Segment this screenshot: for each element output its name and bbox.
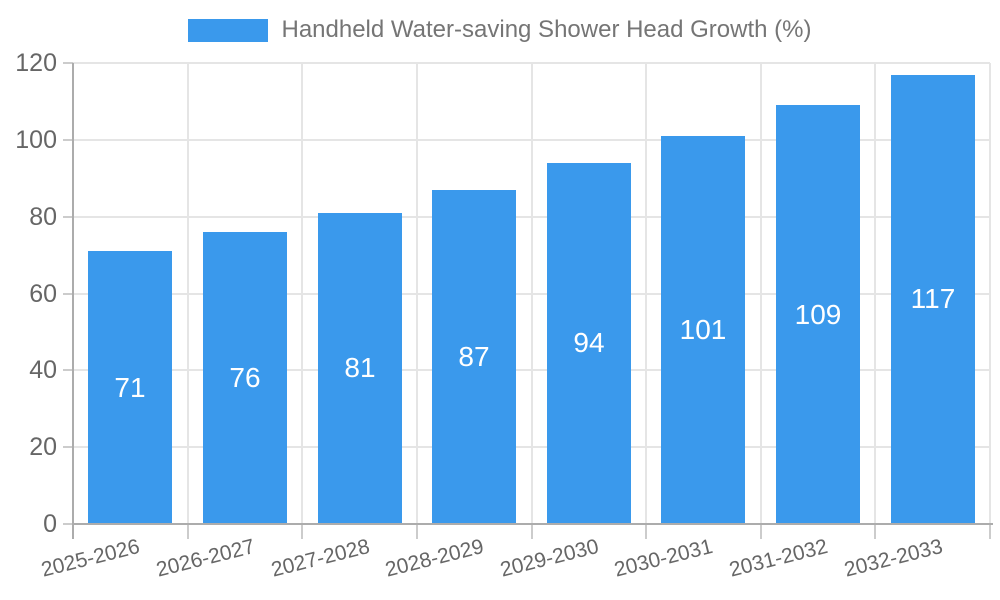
x-tick-6	[760, 524, 762, 539]
y-axis-label: 0	[43, 510, 57, 538]
y-tick-60	[63, 293, 73, 295]
v-gridline-6	[760, 63, 762, 524]
y-axis-label: 20	[29, 433, 57, 461]
bar-value-label: 76	[229, 362, 261, 393]
x-axis-label: 2029-2030	[497, 535, 601, 582]
x-axis-label: 2028-2029	[382, 535, 486, 582]
y-tick-40	[63, 369, 73, 371]
bar-2027-2028[interactable]	[318, 213, 402, 523]
x-tick-7	[874, 524, 876, 539]
x-tick-8	[989, 524, 991, 539]
legend[interactable]: Handheld Water-saving Shower Head Growth…	[0, 17, 1000, 43]
x-tick-2	[301, 524, 303, 539]
x-axis-label: 2026-2027	[153, 535, 257, 582]
chart-title: Handheld Water-saving Shower Head Growth…	[281, 16, 812, 43]
bar-value-label: 87	[458, 341, 490, 372]
v-gridline-2	[301, 63, 303, 524]
bar-2028-2029[interactable]	[432, 190, 516, 523]
bar-2032-2033[interactable]	[891, 75, 975, 523]
y-tick-100	[63, 139, 73, 141]
bar-2026-2027[interactable]	[203, 232, 287, 523]
v-gridline-4	[531, 63, 533, 524]
v-gridline-1	[187, 63, 189, 524]
v-gridline-5	[645, 63, 647, 524]
x-axis-label: 2030-2031	[611, 535, 715, 582]
x-tick-4	[531, 524, 533, 539]
bar-value-label: 117	[910, 283, 956, 314]
y-tick-20	[63, 446, 73, 448]
y-axis-label: 120	[15, 49, 57, 77]
bar-value-label: 109	[794, 299, 842, 330]
v-gridline-8	[989, 63, 991, 524]
y-axis-label: 80	[29, 203, 57, 231]
y-tick-80	[63, 216, 73, 218]
bar-2031-2032[interactable]	[776, 105, 860, 523]
x-tick-1	[187, 524, 189, 539]
bar-value-label: 81	[344, 352, 376, 383]
y-axis-label: 60	[29, 280, 57, 308]
x-axis-label: 2031-2032	[726, 535, 830, 582]
bar-2030-2031[interactable]	[661, 136, 745, 523]
x-axis-line	[72, 523, 993, 525]
x-axis-label: 2027-2028	[268, 535, 372, 582]
bar-2025-2026[interactable]	[88, 251, 172, 523]
legend-swatch-icon	[188, 18, 269, 42]
bar-value-label: 101	[679, 314, 727, 345]
bar-2029-2030[interactable]	[547, 163, 631, 523]
y-tick-120	[63, 62, 73, 64]
bar-value-label: 94	[573, 327, 605, 358]
x-axis-label: 2025-2026	[38, 535, 142, 582]
x-tick-3	[416, 524, 418, 539]
x-tick-5	[645, 524, 647, 539]
v-gridline-7	[874, 63, 876, 524]
y-axis-label: 40	[29, 356, 57, 384]
y-tick-0	[63, 523, 73, 525]
x-axis-label: 2032-2033	[841, 535, 945, 582]
bar-value-label: 71	[114, 372, 146, 403]
y-axis-line	[72, 63, 74, 539]
y-axis-label: 100	[15, 126, 57, 154]
v-gridline-3	[416, 63, 418, 524]
